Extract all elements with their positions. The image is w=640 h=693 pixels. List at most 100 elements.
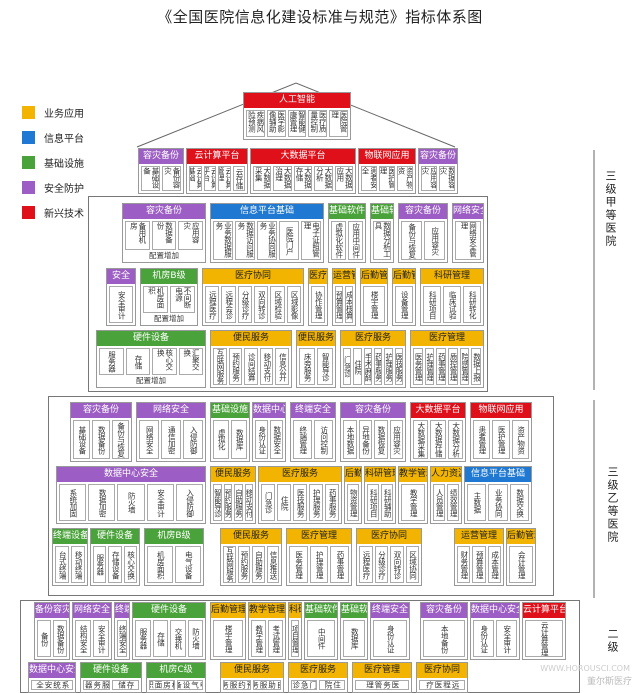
cell: 临床试验 bbox=[443, 286, 461, 323]
cell: 机房面积 bbox=[143, 286, 168, 313]
block-cells: 虚拟化软件 应用中间件 bbox=[331, 221, 363, 260]
legend-item: 安全防护 bbox=[22, 175, 84, 200]
indicator-block: 硬件设备 服务器 存储 bbox=[80, 662, 142, 693]
cell: 互联网服务 bbox=[223, 546, 236, 583]
block-cells: 医务管理 bbox=[355, 680, 409, 690]
block-cells: 财务管理 预算管理 成本管理 bbox=[457, 546, 501, 583]
legend-item: 新兴技术 bbox=[22, 200, 84, 225]
cell: 服务器 bbox=[135, 620, 151, 657]
cell: 大数据存储 bbox=[430, 420, 446, 459]
indicator-block: 后勤管理设备管理 bbox=[392, 268, 416, 326]
block-header: 人力资源 bbox=[431, 467, 461, 482]
cell: 数据安全 bbox=[270, 420, 283, 459]
cell: 数据恢复 bbox=[374, 420, 388, 459]
indicator-block: 网络安全 结构安全 安全审计 bbox=[72, 602, 112, 660]
legend-item: 信息平台 bbox=[22, 125, 84, 150]
block-header: 便民服务 bbox=[221, 529, 281, 544]
indicator-block: 信息平台基础 业务数据服务 数据访问服务 业务协同服务 医院门户 电子证照管理 bbox=[210, 203, 324, 263]
cell: 手术麻醉 bbox=[363, 348, 372, 385]
cell: 门急诊 bbox=[343, 348, 352, 385]
block-header: 安全 bbox=[107, 269, 135, 284]
tier-label-low: 二级 bbox=[606, 628, 619, 654]
block-cells: 机房面积电气设备 bbox=[147, 546, 201, 583]
block-header: 基础设施 bbox=[211, 403, 249, 418]
cell: 区域影像 bbox=[286, 286, 301, 323]
cell: 绩效管理 bbox=[447, 484, 459, 521]
cell: 设备管理 bbox=[395, 286, 413, 323]
cell: 住院 bbox=[277, 484, 291, 521]
cell: 医护管理 bbox=[492, 420, 510, 459]
cell: 核心交换 bbox=[152, 348, 177, 375]
cell: 备份容灾 bbox=[162, 166, 181, 191]
block-cells: 互联网服务 预约服务 诊间结算 移动支付 信息公开 bbox=[213, 348, 289, 385]
cell: 预约服务 bbox=[228, 348, 243, 385]
block-header: 基础软件 bbox=[329, 204, 365, 219]
cell: 机房面积 bbox=[149, 680, 175, 690]
block-cells: 云计算基础 云计算平台 云计算管理 云存储 bbox=[189, 166, 245, 191]
block-header: 医疗协同 bbox=[357, 529, 421, 544]
legend-label: 业务应用 bbox=[44, 109, 84, 120]
cell: 移动支付 bbox=[259, 348, 274, 385]
cell: 终端安全 bbox=[117, 620, 127, 657]
indicator-block: 运营管理财务管理 预算管理 成本管理 bbox=[454, 528, 504, 586]
indicator-block: 网络安全网络安全管理 bbox=[452, 203, 484, 263]
cell: 远程会诊 bbox=[221, 286, 236, 323]
block-header: 便民服务 bbox=[211, 467, 255, 482]
block-ai: 人工智能 疾病风险预测 医学影像辅助 智能健康管理 医疗质量控制 医院管理 bbox=[243, 92, 351, 140]
cell: 数据库 bbox=[231, 420, 247, 459]
cell: 预约服务 bbox=[223, 484, 232, 521]
block-cells: 科研项目 科研辅助 bbox=[367, 484, 393, 521]
block-cells: 会计管理 bbox=[509, 546, 533, 583]
block-header: 硬件设备 bbox=[91, 529, 139, 544]
cell: 互联网服务 bbox=[213, 348, 227, 385]
block-header: 便民服务 bbox=[221, 663, 283, 678]
block-header: 容灾备份 bbox=[139, 149, 183, 164]
indicator-block: 备份容灾 备份 数据备份 bbox=[34, 602, 70, 660]
block-header: 硬件设备 bbox=[97, 331, 205, 346]
indicator-block: 便民服务 互联网服务 预约服务 诊间结算 移动支付 信息公开 bbox=[210, 330, 292, 388]
indicator-block: 信息平台基础 主数据 业务协同 数据交换 bbox=[464, 466, 532, 524]
indicator-block: 后勤管理物资管理 bbox=[344, 466, 362, 524]
cell: 医技服务 bbox=[293, 484, 307, 521]
block-cells: 门急诊 住院 手术麻醉 药事服务 护理服务 医技服务 bbox=[343, 348, 403, 385]
indicator-block: 机房B级 机房面积 电气设备 bbox=[144, 528, 204, 586]
cell: 虚拟化 bbox=[213, 420, 229, 459]
indicator-block: 医疗协同 远程医疗 bbox=[416, 662, 468, 693]
block-cells: 楼宇管理 bbox=[213, 620, 243, 657]
block-cells: 大数据采集 大数据治理 大数据存储 大数据分析 大数据应用 bbox=[253, 166, 354, 191]
indicator-block: 数据中心安全 系统加固 数据加密 防火墙 安全审计 入侵防御 bbox=[56, 466, 206, 524]
cell: 预约服务 bbox=[223, 680, 251, 690]
cell: 数据加密 bbox=[88, 484, 116, 521]
block-cells: 预约服务 自助服务 bbox=[223, 680, 281, 690]
block-cells: 项目管理 bbox=[291, 620, 299, 657]
cell: 护理服务 bbox=[384, 348, 393, 385]
indicator-block: 便民服务预约服务 自助服务 bbox=[220, 662, 284, 693]
block-header: 基础软件 bbox=[305, 603, 337, 618]
cell: 服务器 bbox=[99, 348, 124, 375]
cell: 云计算基础 bbox=[189, 166, 202, 191]
cell: 备用机房 bbox=[125, 221, 150, 250]
block-header: 运营管理 bbox=[455, 529, 503, 544]
block-cells: 云计算管理 bbox=[525, 620, 563, 657]
cell: 数据容灾 bbox=[439, 166, 455, 191]
block-header: 容灾备份 bbox=[421, 603, 467, 618]
indicator-block: 医疗协同协作管理 bbox=[308, 268, 328, 326]
block-cells: 服务器 存储 交换机 防火墙 bbox=[135, 620, 203, 657]
cell: 成本管理 bbox=[487, 546, 501, 583]
block-header: 物联网应用 bbox=[359, 149, 415, 164]
indicator-block: 云计算平台 云计算管理 bbox=[522, 602, 566, 660]
block-header: 数据中心安全 bbox=[471, 603, 519, 618]
indicator-block: 科研管理 科研项目 临床试验 科研转化 bbox=[420, 268, 484, 326]
cell: 备份与恢复 bbox=[401, 221, 422, 260]
cell: 区域检验 bbox=[270, 286, 285, 323]
indicator-block: 网络安全 网络安全 通信加密 入侵防御 bbox=[136, 402, 206, 462]
block-header: 后勤管理 bbox=[507, 529, 535, 544]
block-cells: 服务器 存储 核心交换 汇聚交换 bbox=[99, 348, 203, 375]
block-header: 容灾备份 bbox=[419, 149, 457, 164]
block-header: 基础软件 bbox=[371, 204, 393, 219]
indicator-block: 终端安全 身份认证 bbox=[370, 602, 410, 660]
block-header: 医疗管理 bbox=[353, 663, 411, 678]
cell: 应用中间件 bbox=[348, 221, 363, 260]
